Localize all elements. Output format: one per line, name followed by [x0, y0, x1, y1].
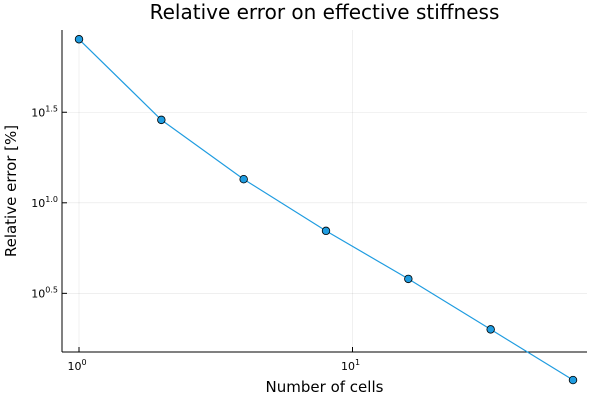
y-tick-exponent: 1.0: [45, 195, 58, 204]
y-tick-label: 100.5: [31, 285, 58, 300]
y-tick-label: 101.5: [31, 104, 58, 119]
data-point: [239, 174, 248, 184]
x-tick-base: 10: [341, 360, 355, 373]
x-tick-label: 100: [67, 358, 86, 373]
x-tick-exponent: 0: [81, 358, 86, 367]
x-axis-label: Number of cells: [266, 378, 384, 396]
x-tick-exponent: 1: [355, 358, 360, 367]
y-tick-exponent: 0.5: [45, 285, 58, 294]
data-point: [74, 35, 84, 44]
y-tick-label: 101.0: [31, 195, 58, 210]
data-point: [486, 325, 495, 334]
y-tick-base: 10: [31, 197, 45, 210]
x-tick-label: 101: [341, 358, 360, 373]
data-point: [157, 115, 166, 125]
y-axis-label: Relative error [%]: [2, 125, 20, 257]
data-point: [404, 274, 413, 284]
chart-title: Relative error on effective stiffness: [150, 0, 500, 24]
series-line: [78, 38, 574, 381]
data-point: [321, 226, 331, 236]
y-tick-base: 10: [31, 287, 45, 300]
grid-lines: [62, 30, 587, 352]
data-series: [74, 35, 578, 385]
y-tick-base: 10: [31, 106, 45, 119]
x-tick-base: 10: [67, 360, 81, 373]
y-tick-exponent: 1.5: [45, 104, 58, 113]
axes: [61, 30, 587, 353]
data-point: [568, 375, 578, 385]
